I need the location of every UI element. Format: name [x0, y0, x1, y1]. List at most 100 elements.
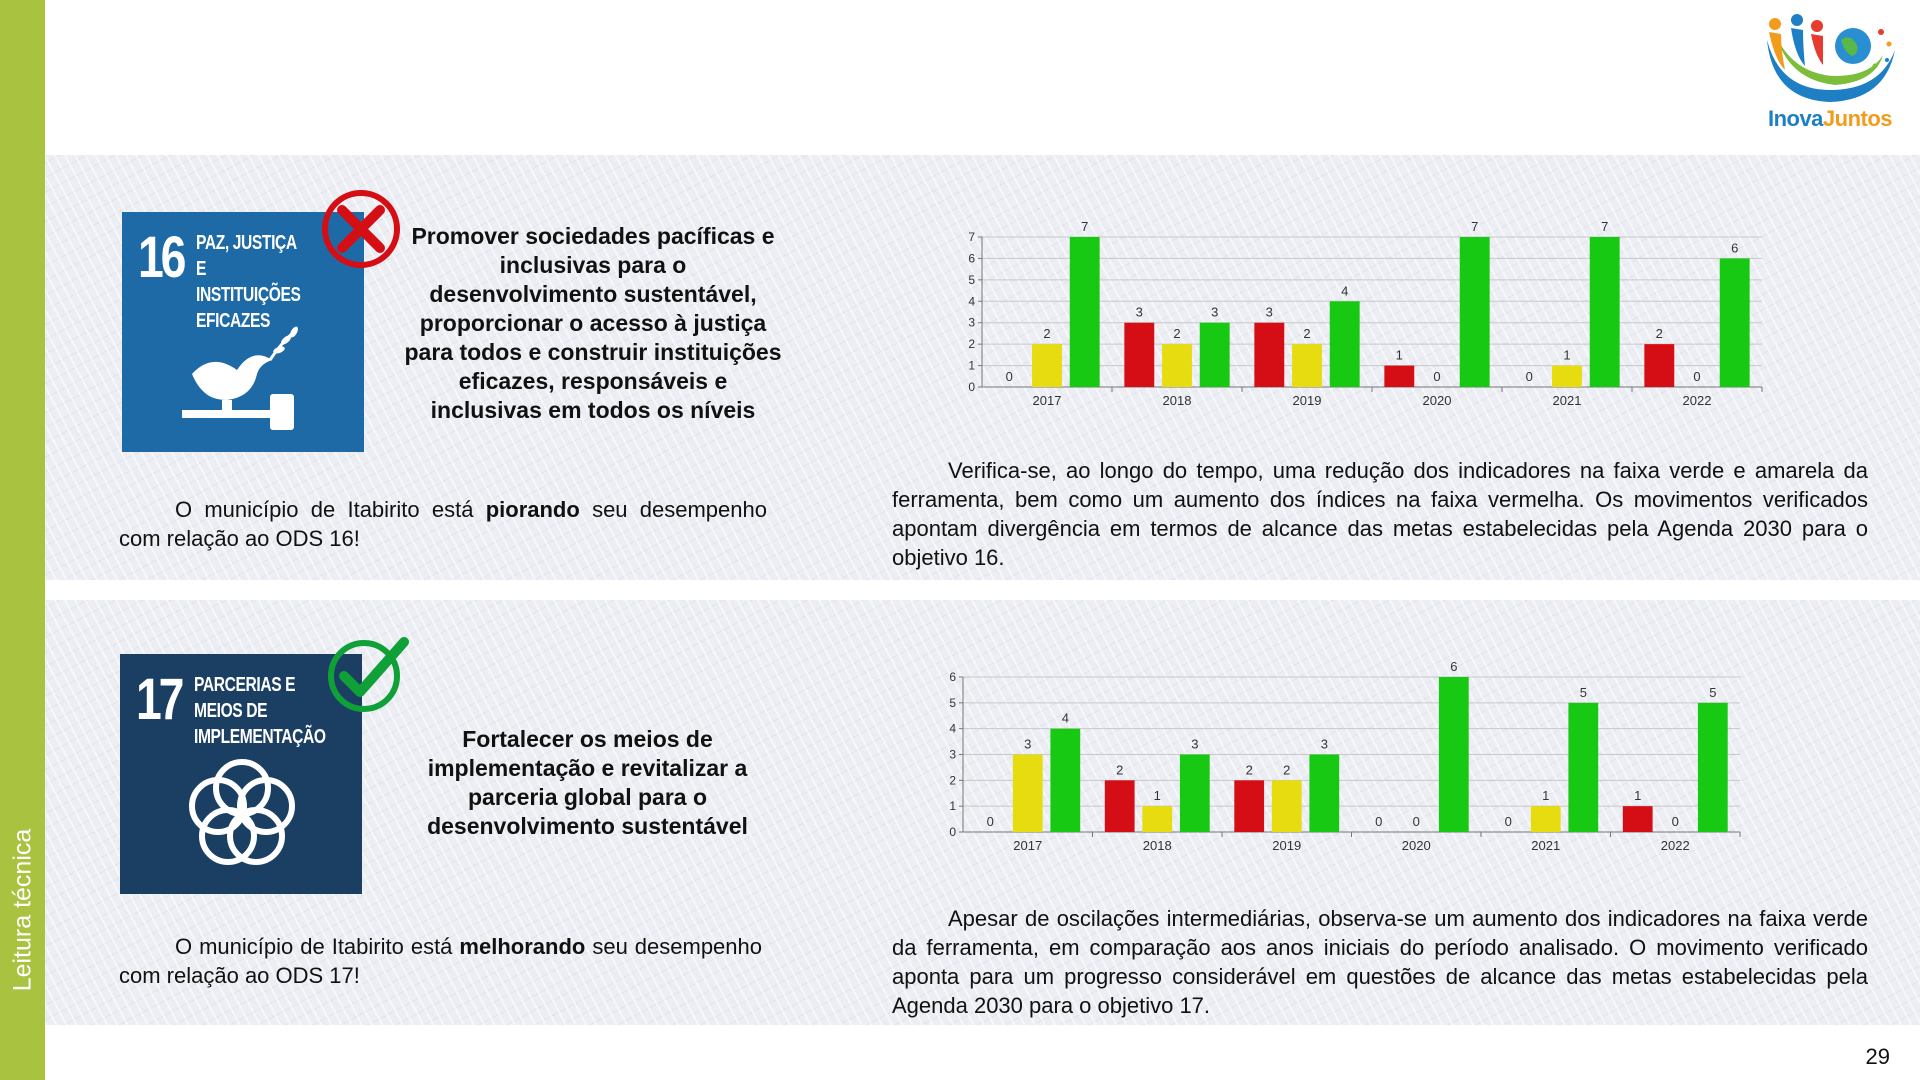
- x-tick-label: 2019: [1293, 393, 1322, 408]
- bar: [1644, 344, 1675, 387]
- y-tick-label: 2: [968, 337, 975, 351]
- data-label: 0: [1375, 814, 1382, 829]
- data-label: 4: [1062, 711, 1069, 726]
- data-label: 0: [1413, 814, 1420, 829]
- bar: [1697, 702, 1728, 832]
- bar: [1124, 322, 1155, 387]
- sidebar: Leitura técnica: [0, 0, 45, 1080]
- data-label: 6: [1450, 659, 1457, 674]
- bar: [1530, 806, 1561, 832]
- data-label: 0: [1006, 369, 1013, 384]
- y-tick-label: 7: [968, 230, 975, 244]
- x-tick-label: 2022: [1661, 838, 1690, 853]
- data-label: 2: [1043, 326, 1050, 341]
- data-label: 3: [1266, 305, 1273, 320]
- data-label: 0: [1693, 369, 1700, 384]
- bar: [1069, 237, 1100, 387]
- y-tick-label: 5: [968, 273, 975, 287]
- data-label: 3: [1211, 305, 1218, 320]
- data-label: 0: [1672, 814, 1679, 829]
- y-tick-label: 6: [949, 670, 956, 684]
- bar: [1622, 806, 1653, 832]
- bar: [1589, 237, 1620, 387]
- y-tick-label: 2: [949, 773, 956, 787]
- bar: [1568, 702, 1599, 832]
- bar: [1234, 780, 1265, 832]
- x-tick-label: 2020: [1402, 838, 1431, 853]
- data-label: 3: [1136, 305, 1143, 320]
- logo-text: InovaJuntos: [1767, 106, 1893, 131]
- data-label: 0: [1526, 369, 1533, 384]
- data-label: 1: [1154, 788, 1161, 803]
- logo-graphic-icon: [1767, 14, 1895, 102]
- sdg17-number: 17: [136, 667, 184, 732]
- data-label: 3: [1024, 737, 1031, 752]
- data-label: 6: [1731, 240, 1738, 255]
- data-label: 2: [1173, 326, 1180, 341]
- data-label: 1: [1634, 788, 1641, 803]
- x-tick-label: 2020: [1423, 393, 1452, 408]
- bar: [1719, 258, 1750, 387]
- bar: [1292, 344, 1322, 387]
- bar: [1329, 301, 1360, 387]
- sidebar-label-box: Leitura técnica: [0, 790, 45, 1030]
- x-tick-label: 2017: [1013, 838, 1042, 853]
- ods16-status-word: piorando: [485, 497, 580, 522]
- ods17-status-word: melhorando: [459, 934, 586, 959]
- x-tick-label: 2021: [1553, 393, 1582, 408]
- x-tick-label: 2017: [1033, 393, 1062, 408]
- data-label: 7: [1471, 219, 1478, 234]
- y-tick-label: 0: [949, 825, 956, 839]
- ods17-status: O município de Itabirito está melhorando…: [119, 934, 762, 988]
- bar: [1032, 344, 1062, 387]
- page-number: 29: [1865, 1044, 1890, 1069]
- rings-icon: [189, 759, 295, 865]
- x-tick-label: 2021: [1531, 838, 1560, 853]
- data-label: 2: [1283, 762, 1290, 777]
- ods17-analysis: Apesar de oscilações intermediárias, obs…: [892, 906, 1868, 1018]
- bar: [1199, 322, 1230, 387]
- data-label: 7: [1081, 219, 1088, 234]
- data-label: 0: [1505, 814, 1512, 829]
- bar: [1162, 344, 1192, 387]
- bar: [1179, 754, 1210, 832]
- ods16-description: Promover sociedades pacíficas e inclusiv…: [404, 223, 782, 423]
- ods16-analysis: Verifica-se, ao longo do tempo, uma redu…: [892, 458, 1868, 570]
- y-tick-label: 1: [968, 359, 975, 373]
- sdg17-tile: 17 PARCERIAS E MEIOS DE IMPLEMENTAÇÃO: [120, 654, 362, 894]
- data-label: 2: [1656, 326, 1663, 341]
- data-label: 3: [1321, 737, 1328, 752]
- green-check-icon: [328, 637, 409, 712]
- data-label: 2: [1246, 762, 1253, 777]
- y-tick-label: 0: [968, 380, 975, 394]
- y-tick-label: 3: [968, 316, 975, 330]
- bar: [1050, 728, 1081, 832]
- sdg16-number: 16: [138, 225, 186, 290]
- dove-gavel-icon: [182, 326, 298, 430]
- bar: [1309, 754, 1340, 832]
- data-label: 1: [1563, 348, 1570, 363]
- sdg16-tile: 16 PAZ, JUSTIÇA E INSTITUIÇÕES EFICAZES: [122, 212, 364, 452]
- bar: [1142, 806, 1173, 832]
- data-label: 3: [1191, 737, 1198, 752]
- data-label: 2: [1303, 326, 1310, 341]
- data-label: 0: [1433, 369, 1440, 384]
- bar: [1438, 677, 1469, 832]
- data-label: 1: [1396, 348, 1403, 363]
- bar: [1271, 780, 1302, 832]
- y-tick-label: 5: [949, 696, 956, 710]
- x-tick-label: 2022: [1683, 393, 1712, 408]
- ods16-bar-chart: 0123456720170272018323201932420201072021…: [968, 219, 1763, 408]
- y-tick-label: 3: [949, 748, 956, 762]
- data-label: 2: [1116, 762, 1123, 777]
- data-label: 5: [1709, 685, 1716, 700]
- y-tick-label: 4: [968, 294, 975, 308]
- inova-juntos-logo: InovaJuntos: [1755, 10, 1905, 135]
- bar: [1104, 780, 1135, 832]
- data-label: 1: [1542, 788, 1549, 803]
- red-x-icon: [322, 190, 400, 268]
- bar: [1459, 237, 1490, 387]
- ods17-description: Fortalecer os meios de implementação e r…: [427, 726, 748, 839]
- x-tick-label: 2018: [1163, 393, 1192, 408]
- y-tick-label: 1: [949, 799, 956, 813]
